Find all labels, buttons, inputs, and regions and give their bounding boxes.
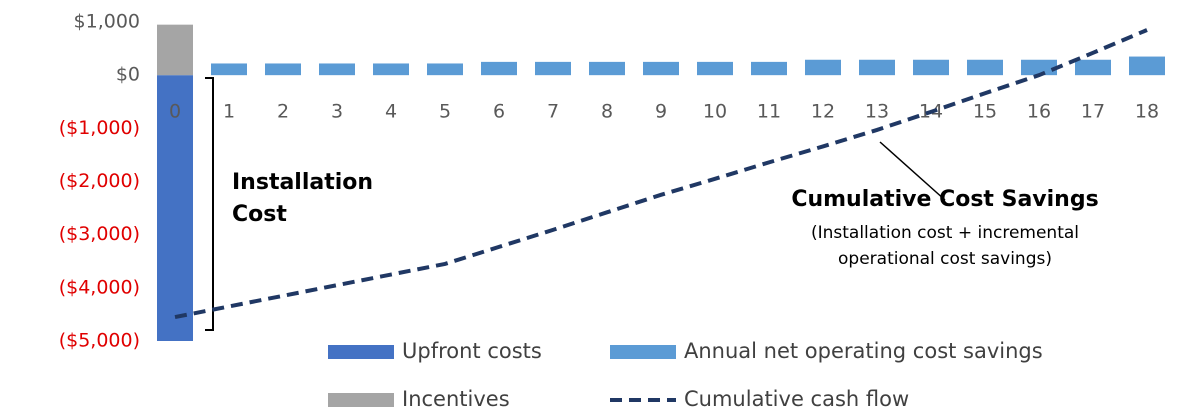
- bar: [373, 63, 409, 76]
- x-tick-label: 5: [439, 101, 451, 123]
- x-tick-label: 4: [385, 101, 397, 123]
- bar: [805, 59, 841, 76]
- x-tick-label: 2: [277, 101, 289, 123]
- y-tick-label: $0: [116, 64, 140, 86]
- bar: [643, 61, 679, 76]
- x-tick-label: 17: [1081, 101, 1105, 123]
- x-tick-label: 9: [655, 101, 667, 123]
- leader-line: [879, 141, 946, 201]
- bar: [319, 63, 355, 76]
- bar: [1075, 59, 1111, 76]
- legend-label: Incentives: [402, 387, 510, 411]
- legend-swatch: [610, 345, 676, 359]
- annotation: Cost: [232, 202, 287, 227]
- bracket: [205, 77, 214, 331]
- annotation: Installation: [232, 170, 373, 195]
- bar: [859, 59, 895, 76]
- bar: [265, 63, 301, 76]
- bar: [697, 61, 733, 76]
- y-tick-label: ($2,000): [59, 170, 140, 192]
- x-tick-label: 0: [169, 101, 181, 123]
- bar: [1021, 59, 1057, 76]
- bar: [157, 75, 193, 342]
- legend-label: Annual net operating cost savings: [684, 339, 1043, 363]
- bar: [913, 59, 949, 76]
- bar: [535, 61, 571, 76]
- x-tick-label: 8: [601, 101, 613, 123]
- bar: [481, 61, 517, 76]
- bar: [967, 59, 1003, 76]
- bar: [751, 61, 787, 76]
- y-tick-label: $1,000: [74, 11, 140, 33]
- x-tick-label: 13: [865, 101, 889, 123]
- x-tick-label: 16: [1027, 101, 1051, 123]
- x-tick-label: 10: [703, 101, 727, 123]
- x-tick-label: 3: [331, 101, 343, 123]
- annotation: Cumulative Cost Savings: [791, 187, 1098, 212]
- x-tick-label: 12: [811, 101, 835, 123]
- y-tick-label: ($5,000): [59, 330, 140, 352]
- legend-label: Upfront costs: [402, 339, 542, 363]
- bar: [157, 24, 193, 76]
- bar: [589, 61, 625, 76]
- x-tick-label: 1: [223, 101, 235, 123]
- annotation: (Installation cost + incremental: [811, 223, 1079, 243]
- legend-label: Cumulative cash flow: [684, 387, 909, 411]
- y-tick-label: ($3,000): [59, 223, 140, 245]
- x-tick-label: 15: [973, 101, 997, 123]
- bar: [427, 63, 463, 76]
- bar: [211, 63, 247, 76]
- x-tick-label: 7: [547, 101, 559, 123]
- x-tick-label: 18: [1135, 101, 1159, 123]
- y-tick-label: ($4,000): [59, 276, 140, 298]
- x-tick-label: 6: [493, 101, 505, 123]
- x-tick-label: 11: [757, 101, 781, 123]
- legend-swatch: [328, 393, 394, 407]
- y-tick-label: ($1,000): [59, 117, 140, 139]
- line: [174, 28, 1148, 320]
- legend-swatch: [328, 345, 394, 359]
- bar: [1129, 56, 1165, 76]
- annotation: operational cost savings): [838, 249, 1052, 269]
